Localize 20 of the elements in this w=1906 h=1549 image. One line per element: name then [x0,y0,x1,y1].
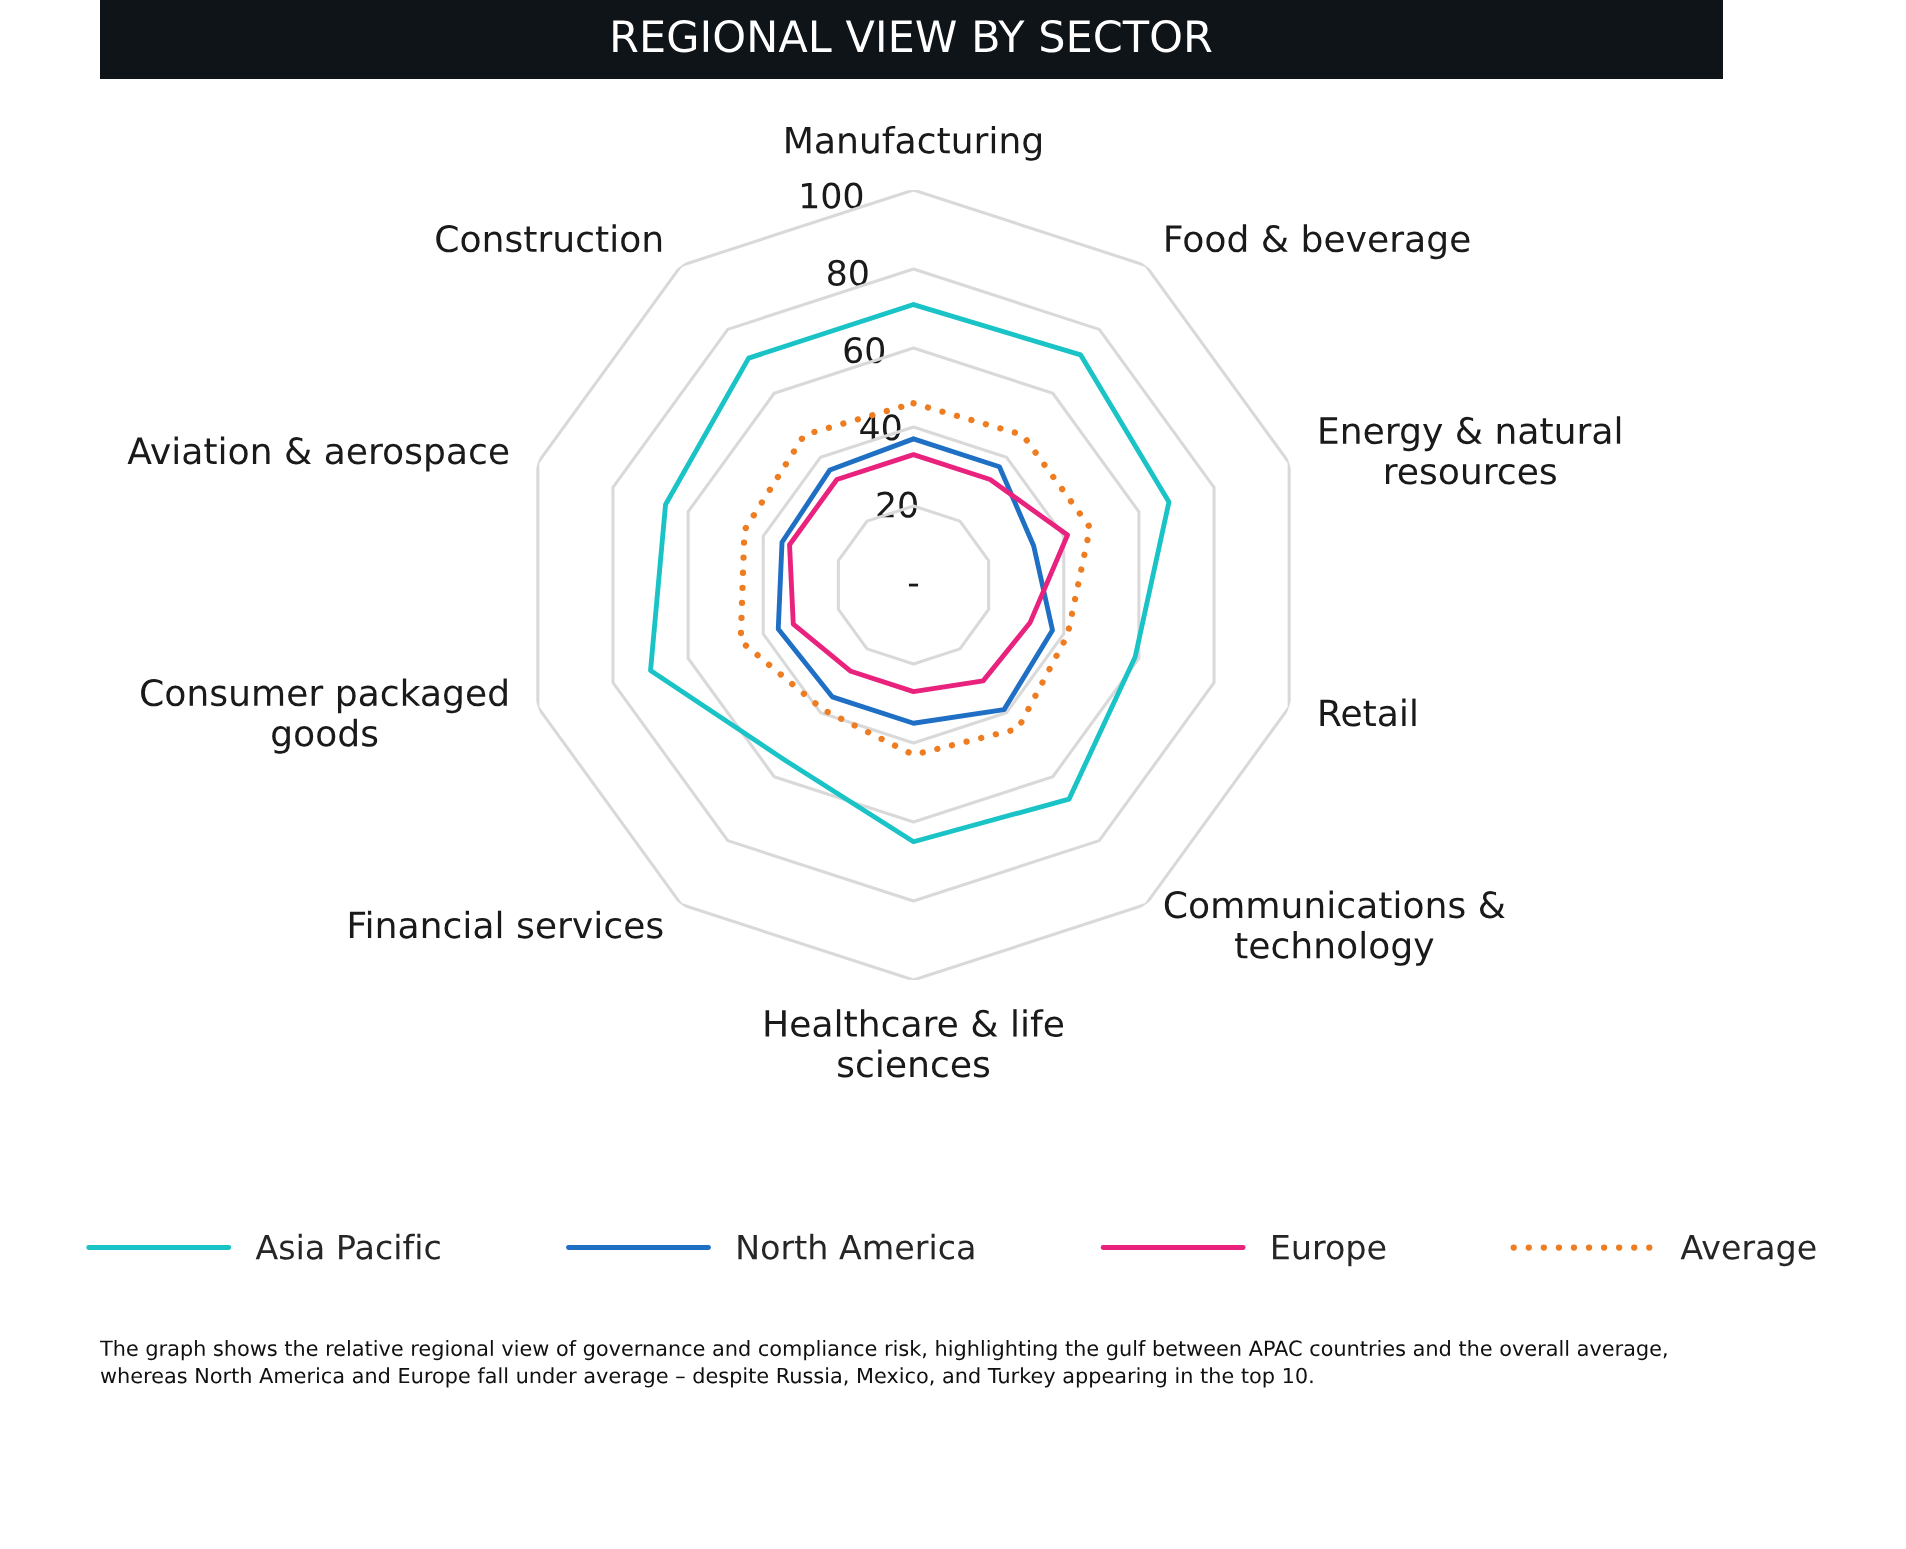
y-tick-label: 60 [844,336,885,364]
spoke-label: Communications & technology [1164,890,1505,966]
spoke-label: Financial services [349,910,663,939]
spoke-label: Aviation & aerospace [127,436,509,472]
y-tick-label: 100 [802,182,863,209]
spoke-label: Construction [436,224,662,253]
spoke-label: Healthcare & life sciences [765,1009,1064,1078]
legend-label: Asia Pacific [255,1233,440,1260]
chart-title: REGIONAL VIEW BY SECTOR [613,19,1212,53]
spoke-label: Consumer packaged goods [141,678,507,754]
legend-label: Average [1680,1234,1816,1267]
spoke-label: Energy & natural resources [1320,416,1621,485]
text: The graph shows the relative regional view of governance and compliance risk, highlighting the gulf between APAC countries and the overall average, whereas North America and Europe fall under average – despite Russia, Mexico, and Turkey appearing in the top 10. [99,1340,1667,1388]
spoke-label: Food & beverage [1166,224,1470,260]
legend-label: North America [738,1233,974,1260]
spoke-label: Retail [1320,698,1416,727]
y-tick-label: - [908,583,919,587]
legend-label: Europe [1273,1234,1386,1267]
y-tick-label: 80 [828,259,868,286]
spoke-label: Manufacturing [786,125,1041,161]
